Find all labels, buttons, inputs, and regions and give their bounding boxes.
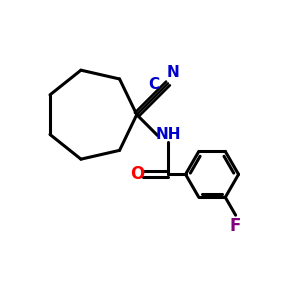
Text: F: F <box>230 217 241 235</box>
Text: O: O <box>130 165 145 183</box>
Text: C: C <box>148 77 160 92</box>
Text: N: N <box>167 65 180 80</box>
Text: NH: NH <box>155 127 181 142</box>
